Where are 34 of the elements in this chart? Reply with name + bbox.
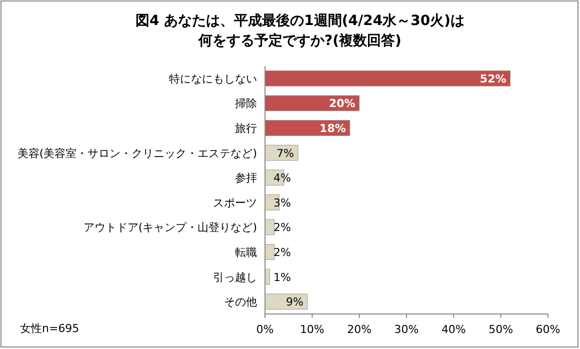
y-tick-label: 美容(美容室・サロン・クリニック・エステなど) — [17, 146, 257, 160]
y-tick-label: 掃除 — [235, 97, 257, 110]
y-tick-label: スポーツ — [213, 196, 257, 210]
data-label: 1% — [274, 270, 291, 284]
bar — [264, 70, 511, 86]
y-tick-label: 参拝 — [235, 172, 257, 185]
y-tick-label: 引っ越し — [213, 270, 257, 284]
x-tick-label: 60% — [536, 323, 560, 336]
x-tick-label: 50% — [488, 323, 514, 336]
y-tick-label: 特になにもしない — [169, 72, 257, 86]
data-label: 2% — [274, 221, 291, 234]
x-tick-label: 40% — [441, 323, 466, 336]
bar — [264, 95, 360, 112]
data-label: 2% — [274, 246, 291, 259]
chart-title: 図4 あなたは、平成最後の1週間(4/24水～30火)は何をする予定ですか?(複数回答) — [136, 13, 464, 49]
data-label: 7% — [276, 146, 294, 160]
bar — [264, 219, 275, 236]
data-label: 9% — [286, 296, 304, 309]
data-label: 4% — [274, 172, 291, 185]
y-tick-label: その他 — [224, 296, 257, 309]
y-tick-label: アウトドア(キャンプ・山登りなど) — [83, 221, 257, 234]
x-tick-label: 30% — [394, 323, 419, 336]
y-tick-label: 転職 — [235, 246, 257, 259]
x-tick-label: 20% — [347, 323, 372, 336]
bar — [264, 120, 350, 136]
data-label: 52% — [480, 72, 506, 86]
data-label: 18% — [320, 122, 346, 135]
y-tick-label: 旅行 — [235, 122, 257, 135]
x-tick-label: 0% — [256, 323, 274, 336]
text: 女性n=695 — [20, 322, 80, 335]
data-label: 20% — [328, 97, 356, 110]
data-label: 3% — [274, 196, 291, 210]
x-tick-label: 10% — [300, 323, 324, 336]
bar — [264, 244, 275, 260]
